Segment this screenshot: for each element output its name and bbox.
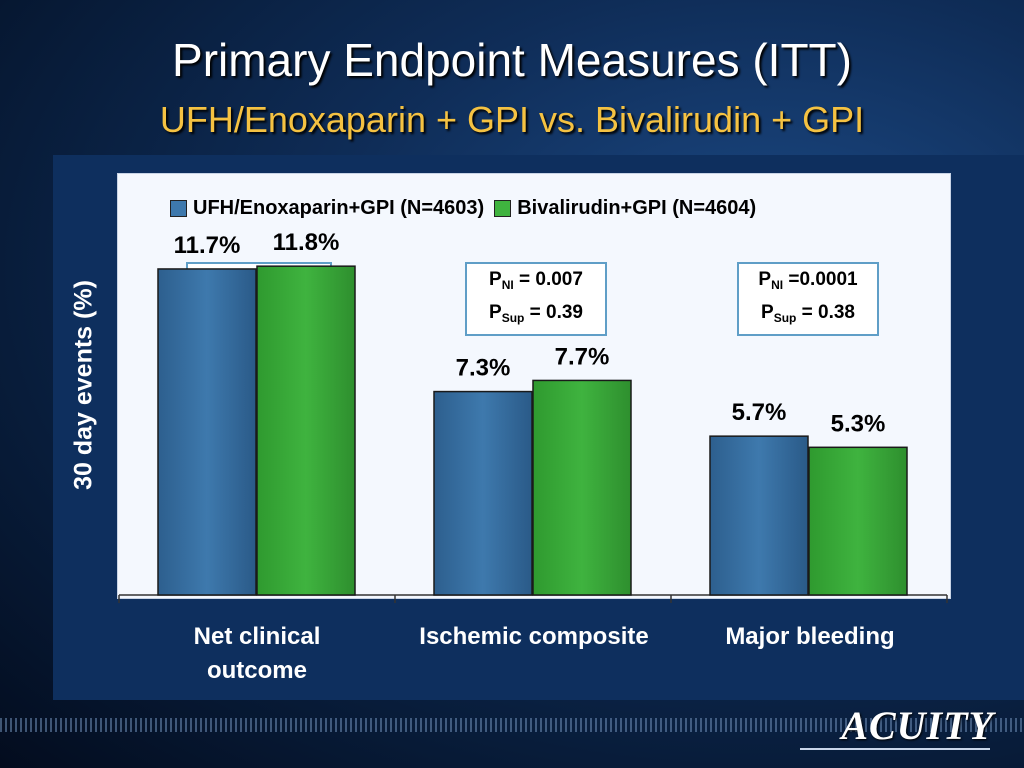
category-label-net-clinical: Net clinical outcome xyxy=(193,623,321,684)
p-ni-line: PNI = 0.007 xyxy=(489,269,583,292)
p-value-box-bleeding: PNI =0.0001 PSup = 0.38 xyxy=(737,262,879,336)
category-label-bleeding: Major bleeding xyxy=(725,623,895,650)
category-label-ischemic: Ischemic composite xyxy=(419,623,649,650)
p-ni-line: PNI <0.0001 xyxy=(209,269,309,292)
p-ni-line: PNI =0.0001 xyxy=(758,269,858,292)
legend-item-ufh: UFH/Enoxaparin+GPI (N=4603) xyxy=(170,197,484,220)
legend-swatch-ufh xyxy=(170,199,187,217)
legend-item-bivalirudin: Bivalirudin+GPI (N=4604) xyxy=(494,197,756,220)
logo-underline xyxy=(800,748,990,750)
slide-title: Primary Endpoint Measures (ITT) xyxy=(172,34,852,86)
plot-area xyxy=(117,173,951,599)
decorative-band xyxy=(0,718,1024,732)
p-sup-line: PSup = 0.93 xyxy=(212,302,306,325)
legend-swatch-bivalirudin xyxy=(494,199,512,217)
p-sup-line: PSup = 0.38 xyxy=(761,302,855,325)
legend: UFH/Enoxaparin+GPI (N=4603) Bivalirudin+… xyxy=(170,194,756,222)
y-axis-label: 30 day events (%) xyxy=(69,280,98,490)
p-value-box-net-clinical: PNI <0.0001 PSup = 0.93 xyxy=(186,262,332,336)
acuity-logo: ACUITY xyxy=(841,703,994,748)
slide-subtitle: UFH/Enoxaparin + GPI vs. Bivalirudin + G… xyxy=(159,99,865,140)
legend-label-bivalirudin: Bivalirudin+GPI (N=4604) xyxy=(517,196,757,219)
p-sup-line: PSup = 0.39 xyxy=(489,302,583,325)
p-value-box-ischemic: PNI = 0.007 PSup = 0.39 xyxy=(465,262,607,336)
legend-label-ufh: UFH/Enoxaparin+GPI (N=4603) xyxy=(193,196,485,219)
